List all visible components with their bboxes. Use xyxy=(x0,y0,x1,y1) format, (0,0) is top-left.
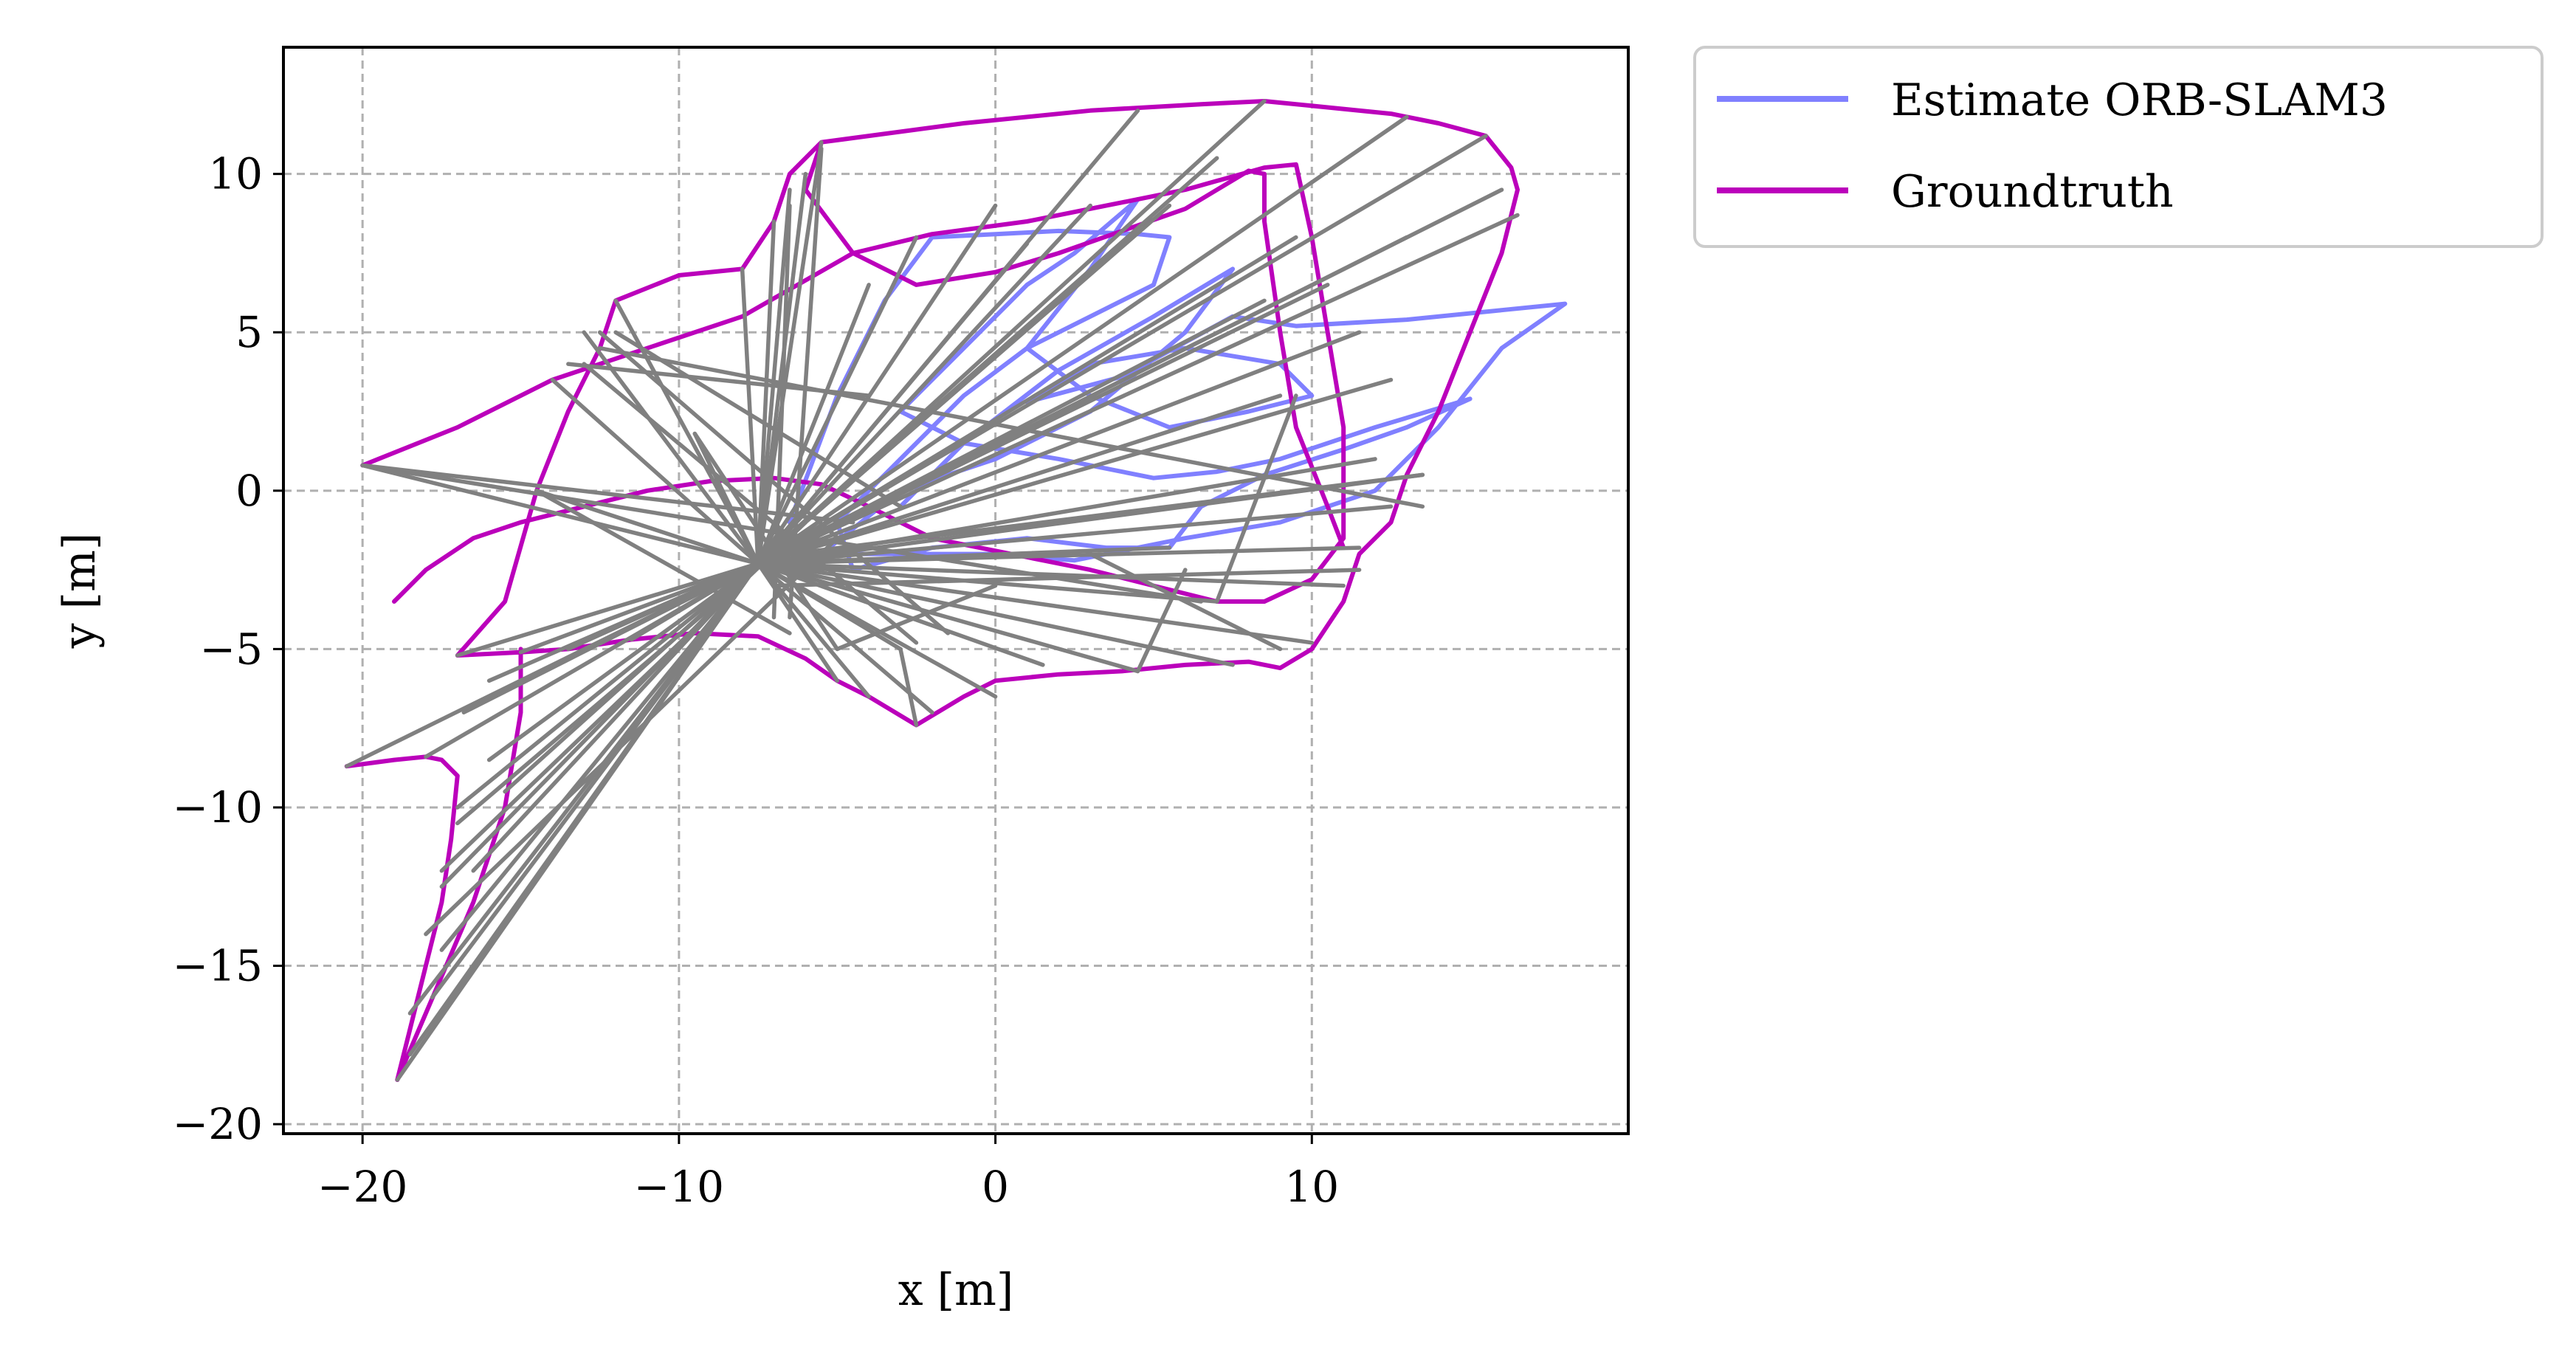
error-segment xyxy=(360,463,760,566)
error-segment xyxy=(756,504,1394,566)
error-segment xyxy=(756,561,839,683)
x-axis-label: x [m] xyxy=(898,1264,1014,1316)
plot-area xyxy=(344,99,1568,1082)
y-tick-label: −15 xyxy=(173,941,263,991)
y-tick-label: 10 xyxy=(208,149,263,199)
error-segment xyxy=(424,536,839,937)
y-tick-label: 5 xyxy=(235,307,263,357)
error-segment xyxy=(629,561,760,642)
x-tick-label: 0 xyxy=(982,1162,1009,1212)
error-segment xyxy=(756,561,1140,674)
error-segment xyxy=(756,561,1346,588)
error-segment xyxy=(771,568,1362,588)
plot-frame xyxy=(282,46,1630,1135)
error-segment xyxy=(534,489,760,566)
y-tick-label: 0 xyxy=(235,466,263,516)
error-segment xyxy=(455,561,760,810)
error-segment xyxy=(566,561,760,652)
error-segment xyxy=(597,345,1425,509)
error-segment xyxy=(1214,393,1298,604)
legend-frame xyxy=(1693,46,2544,248)
legend-label-groundtruth: Groundtruth xyxy=(1891,166,2174,218)
x-tick-label: −20 xyxy=(317,1162,407,1212)
error-segment xyxy=(550,377,760,566)
error-lines xyxy=(344,99,1520,1082)
error-segment xyxy=(756,377,1394,566)
error-segment xyxy=(455,551,776,826)
error-segment xyxy=(1135,568,1188,674)
error-segment xyxy=(582,362,919,645)
error-segment xyxy=(756,213,1520,566)
error-segment xyxy=(518,561,760,655)
error-segment xyxy=(756,330,1362,566)
error-segment xyxy=(788,472,1425,557)
error-segment xyxy=(756,561,1219,604)
error-segment xyxy=(439,561,760,952)
error-segment xyxy=(486,561,760,762)
x-tick-label: −10 xyxy=(634,1162,724,1212)
error-segment xyxy=(1088,551,1283,652)
error-segment xyxy=(407,561,760,1057)
error-segment xyxy=(455,561,760,658)
y-tick-label: −5 xyxy=(200,624,264,674)
error-segment xyxy=(439,520,808,873)
legend-label-estimate: Estimate ORB-SLAM3 xyxy=(1891,75,2388,126)
series-line-groundtruth xyxy=(360,162,1346,604)
error-segment xyxy=(756,393,1283,566)
error-segment xyxy=(756,561,1315,645)
error-segment xyxy=(756,561,1235,667)
error-segment xyxy=(756,235,919,566)
error-segment xyxy=(756,561,1045,667)
y-tick-label: −10 xyxy=(173,782,263,833)
x-tick-label: 10 xyxy=(1284,1162,1339,1212)
error-segment xyxy=(788,146,824,620)
error-segment xyxy=(534,489,792,635)
error-segment xyxy=(692,431,839,652)
error-segment xyxy=(430,561,760,1000)
grid xyxy=(283,47,1628,1134)
axis-ticks: −20 −10 0 10 −20 −15 −10 −5 0 5 10 xyxy=(173,149,1340,1212)
error-segment xyxy=(756,187,792,566)
error-segment xyxy=(756,219,776,566)
error-segment xyxy=(835,583,998,652)
error-segment xyxy=(756,235,1298,566)
error-segment xyxy=(756,203,1092,566)
series-line-groundtruth xyxy=(344,754,460,1082)
error-segment xyxy=(756,545,1172,566)
error-segment xyxy=(898,647,919,728)
error-segment xyxy=(360,463,855,525)
y-tick-label: −20 xyxy=(173,1099,263,1149)
error-segment xyxy=(692,431,760,566)
error-segment xyxy=(756,203,1172,566)
y-axis-label: y [m] xyxy=(54,533,106,650)
legend: Estimate ORB-SLAM3 Groundtruth xyxy=(1693,46,2544,248)
error-segment xyxy=(756,114,1409,566)
